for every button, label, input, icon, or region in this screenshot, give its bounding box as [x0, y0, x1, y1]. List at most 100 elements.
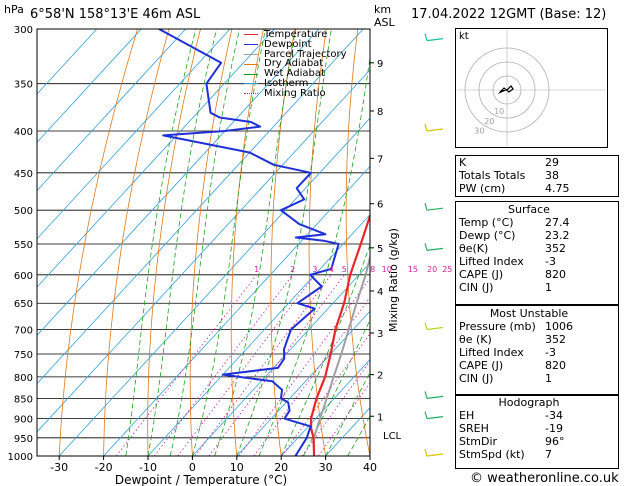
wind-barb-flag [424, 203, 428, 211]
mixing-ratio-line-5 [208, 274, 345, 456]
table-row: CIN (J) 1 [459, 372, 552, 385]
pressure-tick-label: 900 [14, 415, 33, 426]
wind-barb-shaft [426, 326, 444, 331]
hodograph-ring-label: 20 [484, 117, 494, 126]
indices-table: K 29 Totals Totals 38 PW (cm) 4.75 [455, 156, 603, 195]
table-row: PW (cm) 4.75 [459, 182, 570, 195]
legend-item-parcel: Parcel Trajectory [244, 49, 347, 60]
km-tick-label: 5 [377, 244, 383, 255]
wind-barb-shaft [426, 416, 444, 420]
table-row: Pressure (mb) 1006 [459, 320, 573, 333]
wind-barb [424, 411, 444, 420]
dry-adiabat--20 [103, 29, 170, 456]
temperature-curve [310, 212, 370, 456]
dry-adiabat--30 [58, 29, 138, 456]
mixing-ratio-line-3 [177, 274, 316, 456]
most-unstable-title: Most Unstable [489, 307, 569, 320]
x-tick-label: -20 [95, 461, 113, 474]
wet-adiabat-25 [303, 319, 370, 456]
wind-barb-flag [424, 391, 428, 399]
hodograph-ring-label: 30 [474, 127, 484, 136]
table-row: CAPE (J) 820 [459, 268, 566, 281]
table-row: Temp (°C) 27.4 [459, 216, 570, 229]
pressure-tick-label: 1000 [8, 452, 33, 463]
surface-box [455, 201, 619, 305]
wet-adiabat-10 [236, 29, 332, 456]
km-tick-label: 9 [377, 59, 383, 70]
x-axis-title: Dewpoint / Temperature (°C) [115, 473, 287, 486]
dry-adiabat-60 [417, 29, 459, 456]
table-row: CAPE (J) 820 [459, 359, 566, 372]
isotherm-10 [236, 310, 370, 456]
asl-unit-label: ASL [374, 16, 395, 29]
legend-item-isotherm: Isotherm [244, 79, 347, 89]
hodograph-ring-label: 10 [494, 107, 504, 116]
wind-barb-flag [424, 123, 428, 132]
legend-swatch-mixing-ratio [244, 93, 258, 95]
isotherm--50 [37, 29, 364, 385]
surface-table: Surface Temp (°C) 27.4 Dewp (°C) 23.2 θe(K… [455, 203, 603, 294]
dry-adiabat-30 [308, 29, 327, 456]
table-row: θe (K) 352 [459, 333, 566, 346]
wind-barb-shaft [426, 128, 444, 132]
pressure-tick-label: 500 [14, 206, 33, 217]
wet-adiabat-20 [280, 243, 370, 456]
surface-title: Surface [508, 203, 550, 216]
station-location: 6°58'N 158°13'E 46m ASL [30, 7, 201, 22]
mixing-ratio-label: 4 [329, 265, 334, 274]
wind-barb [424, 322, 444, 331]
legend-item-dewpoint: Dewpoint [244, 39, 347, 50]
wind-barb-flag [424, 33, 428, 41]
table-row: CIN (J) 1 [459, 281, 552, 294]
mixing-ratio-label: 8 [370, 265, 375, 274]
mixing-ratio-line-20 [301, 360, 370, 456]
km-tick-label: 8 [377, 107, 383, 118]
wet-adiabat--15 [125, 29, 197, 456]
legend-item-dry-adiabat: Dry Adiabat [244, 59, 347, 69]
chart-legend: Temperature Dewpoint Parcel Trajectory D… [244, 30, 347, 99]
wind-barb-shaft [426, 453, 444, 457]
x-tick-label: -30 [50, 461, 68, 474]
dry-adiabat-40 [345, 29, 370, 456]
table-row: K 29 [459, 156, 559, 169]
pressure-tick-label: 700 [14, 326, 33, 337]
hodograph-table-box [455, 395, 619, 469]
wet-adiabat--5 [169, 29, 240, 456]
wind-barb-shaft [426, 207, 444, 211]
table-row: Dewp (°C) 23.2 [459, 229, 570, 242]
plot-frame [36, 28, 371, 457]
isotherm-0 [192, 262, 370, 456]
hodograph-unit-label: kt [459, 31, 469, 42]
wind-barb [424, 391, 444, 399]
isotherm--30 [58, 117, 370, 456]
km-tick-label: 4 [377, 287, 383, 298]
hpa-unit-label: hPa [4, 3, 24, 16]
wind-barb [424, 123, 444, 132]
table-row: Lifted Index -3 [459, 346, 556, 359]
legend-item-temperature: Temperature [244, 30, 347, 40]
pressure-tick-label: 600 [14, 271, 33, 282]
x-tick-label: 0 [189, 461, 196, 474]
mixing-ratio-label: 5 [342, 265, 347, 274]
isotherm--100 [37, 29, 142, 143]
legend-swatch-parcel [244, 53, 258, 55]
mixing-ratio-label: 2 [290, 265, 295, 274]
mixing-ratio-line-10 [253, 296, 370, 456]
x-tick-label: 30 [319, 461, 333, 474]
km-tick-label: 2 [377, 371, 383, 382]
wind-barb-shaft [426, 395, 444, 399]
table-row: StmSpd (kt) 7 [459, 448, 552, 461]
dewpoint-curve [158, 29, 340, 456]
pressure-tick-label: 550 [14, 240, 33, 251]
pressure-tick-label: 950 [14, 434, 33, 445]
mixing-ratio-label: 3 [312, 265, 317, 274]
wind-barb-flag [424, 411, 428, 419]
mixing-ratio-axis-title: Mixing Ratio (g/kg) [387, 228, 400, 332]
pressure-tick-label: 800 [14, 373, 33, 384]
wind-barb-flag [424, 322, 428, 330]
mixing-ratio-line-2 [153, 274, 294, 456]
km-tick-label: 7 [377, 154, 383, 165]
most-unstable-table: Most Unstable Pressure (mb) 1006 θe (K) 35… [455, 307, 603, 385]
legend-swatch-isotherm [244, 83, 258, 85]
